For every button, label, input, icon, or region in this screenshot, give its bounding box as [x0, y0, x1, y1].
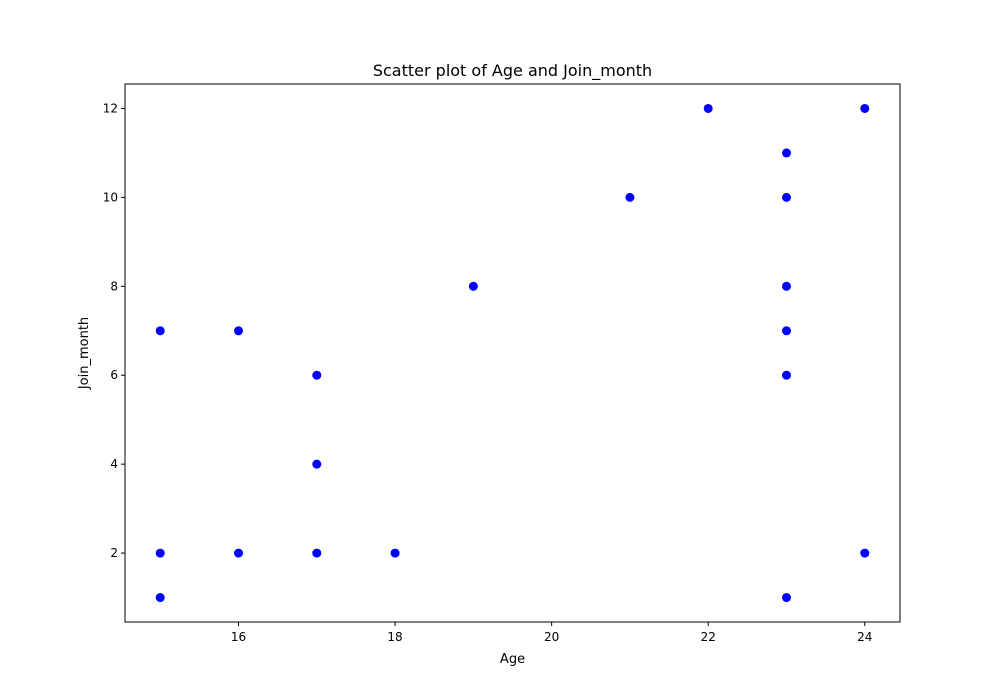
scatter-point	[312, 548, 322, 558]
scatter-point	[860, 103, 870, 113]
y-tick-label: 2	[110, 546, 118, 560]
scatter-point	[860, 548, 870, 558]
y-tick-label: 4	[110, 457, 118, 471]
chart-title: Scatter plot of Age and Join_month	[373, 61, 652, 81]
scatter-point	[312, 459, 322, 469]
y-tick-label: 6	[110, 368, 118, 382]
y-axis-label: Join_month	[77, 317, 92, 390]
scatter-point	[155, 548, 165, 558]
scatter-point	[390, 548, 400, 558]
x-tick-label: 20	[544, 630, 559, 644]
y-axis-ticks: 2 4 6 8 10 12	[103, 101, 125, 560]
x-tick-label: 18	[387, 630, 402, 644]
scatter-point	[781, 593, 791, 603]
scatter-point	[781, 148, 791, 158]
scatter-point	[468, 281, 478, 291]
scatter-point	[312, 370, 322, 380]
x-tick-label: 22	[701, 630, 716, 644]
scatter-point	[234, 548, 244, 558]
y-tick-label: 8	[110, 279, 118, 293]
scatter-point	[781, 370, 791, 380]
x-axis-label: Age	[500, 652, 525, 667]
scatter-point	[155, 326, 165, 336]
y-tick-label: 10	[103, 190, 118, 204]
scatter-point	[781, 326, 791, 336]
scatter-point	[625, 192, 635, 202]
x-axis-ticks: 16 18 20 22 24	[231, 622, 872, 644]
plot-frame	[124, 83, 901, 623]
x-tick-label: 24	[857, 630, 872, 644]
scatter-point	[155, 593, 165, 603]
x-tick-label: 16	[231, 630, 246, 644]
scatter-point	[703, 103, 713, 113]
y-tick-label: 12	[103, 101, 118, 115]
scatter-point	[781, 281, 791, 291]
scatter-point	[234, 326, 244, 336]
data-points	[155, 103, 870, 603]
scatter-point	[781, 192, 791, 202]
